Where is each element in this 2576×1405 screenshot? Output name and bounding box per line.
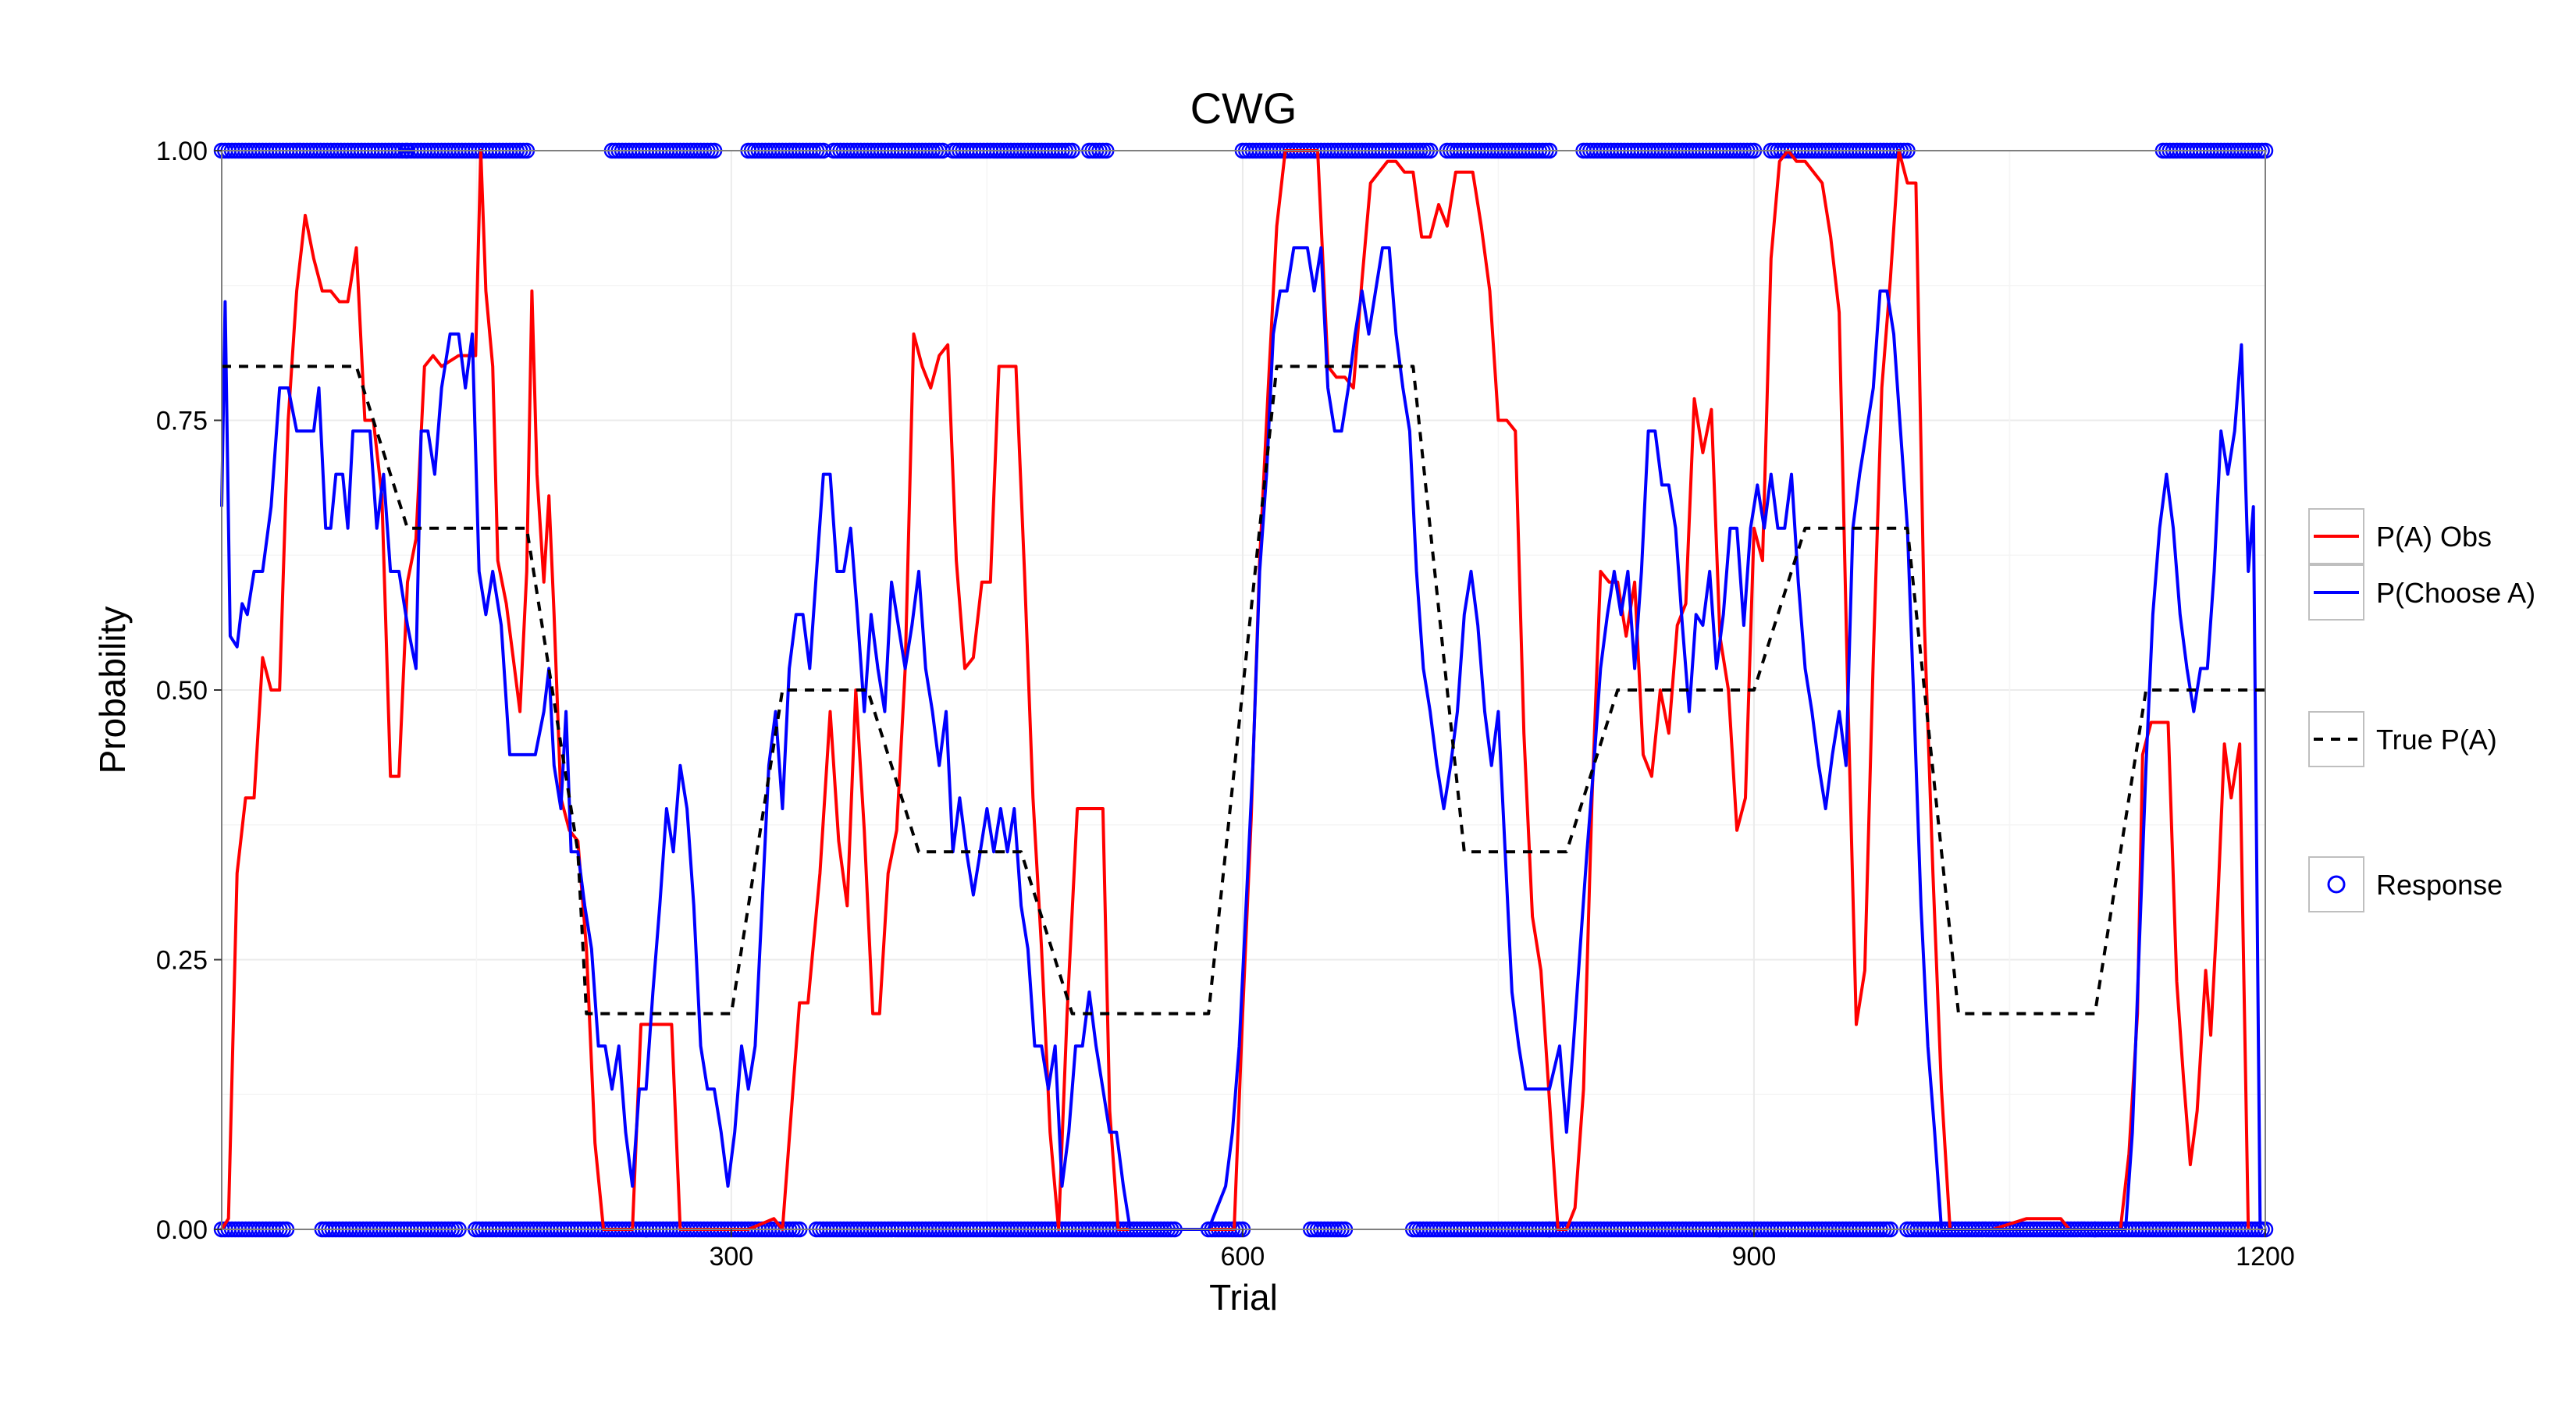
axes: 0.00 0.25 0.50 0.75 1.00 300 600 900 1200	[156, 137, 2295, 1272]
chart-title: CWG	[1190, 84, 1297, 133]
x-tick-label: 1200	[2236, 1242, 2295, 1272]
y-tick-label: 0.00	[156, 1215, 208, 1245]
legend-item-choose: P(Choose A)	[2308, 564, 2535, 621]
legend-label-obs: P(A) Obs	[2376, 521, 2492, 553]
series-line-true-p-a	[222, 365, 2265, 1016]
legend: P(A) Obs P(Choose A) True P(A) Response	[2308, 508, 2535, 912]
legend-swatch-response	[2327, 875, 2346, 894]
y-tick-label: 0.75	[156, 407, 208, 436]
x-tick-label: 900	[1732, 1242, 1777, 1272]
x-tick-label: 600	[1221, 1242, 1265, 1272]
x-tick-label: 300	[709, 1242, 753, 1272]
y-tick-label: 0.25	[156, 946, 208, 976]
y-tick-label: 1.00	[156, 137, 208, 166]
y-axis-title: Probability	[92, 606, 133, 774]
legend-label-true: True P(A)	[2376, 724, 2497, 756]
legend-label-choose: P(Choose A)	[2376, 577, 2535, 609]
legend-item-obs: P(A) Obs	[2308, 508, 2492, 564]
y-tick-label: 0.50	[156, 676, 208, 706]
legend-item-true: True P(A)	[2308, 711, 2497, 767]
legend-item-response: Response	[2308, 856, 2503, 912]
legend-key-response	[2308, 856, 2364, 912]
legend-label-response: Response	[2376, 869, 2503, 901]
x-axis-title: Trial	[1209, 1277, 1278, 1318]
